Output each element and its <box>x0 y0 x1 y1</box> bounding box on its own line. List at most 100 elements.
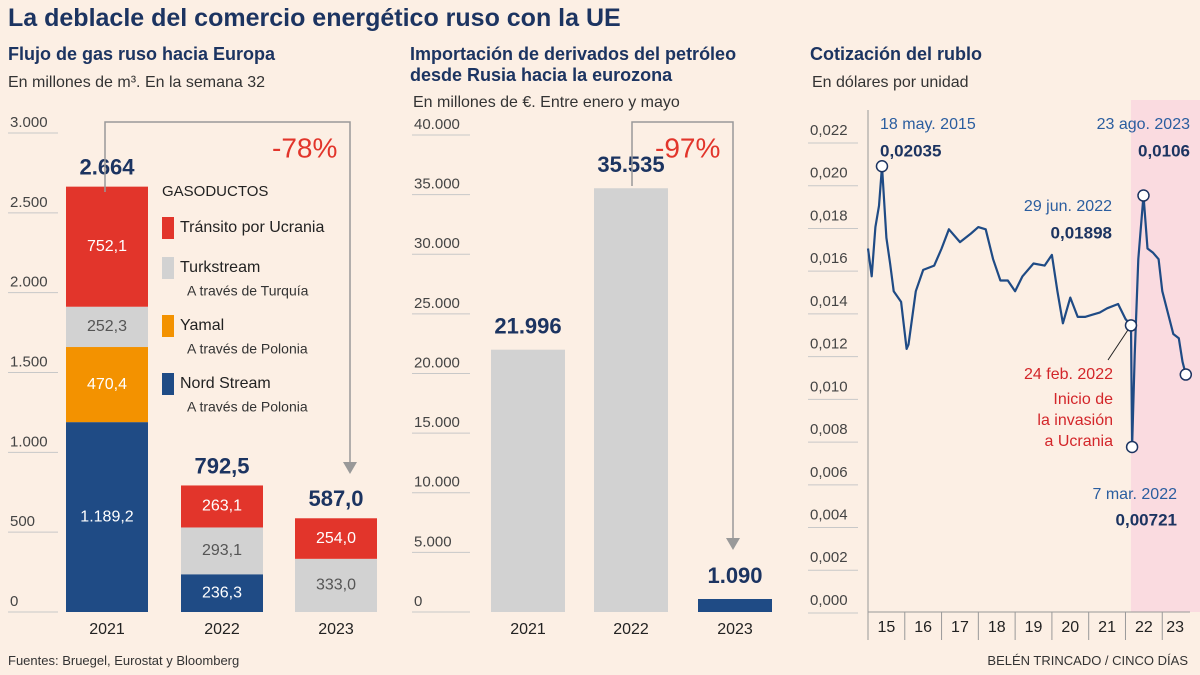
annotation-point <box>1125 440 1139 454</box>
arrow-head <box>343 462 357 474</box>
value-label: 252,3 <box>87 318 127 335</box>
annotation-date: 24 feb. 2022 <box>1024 366 1113 383</box>
bar-segment <box>66 186 148 307</box>
annotation: -78% <box>272 132 337 163</box>
bar-segment <box>181 485 263 528</box>
y-tick-label: 25.000 <box>414 295 460 312</box>
bar <box>491 349 565 612</box>
legend-note: A través de Polonia <box>187 399 308 415</box>
source: Fuentes: Bruegel, Eurostat y Bloomberg <box>8 653 240 668</box>
legend-title: GASODUCTOS <box>162 183 268 200</box>
legend-label: Tránsito por Ucrania <box>180 219 324 236</box>
total-label: 587,0 <box>308 486 363 511</box>
annotation: -97% <box>655 132 720 163</box>
bar-segment <box>295 558 377 612</box>
value-label: 1.189,2 <box>80 508 133 525</box>
y-tick-label: 0,002 <box>810 549 848 566</box>
y-tick-label: 0,008 <box>810 421 848 438</box>
y-tick-label: 500 <box>10 513 35 530</box>
total-label: 792,5 <box>194 453 249 478</box>
annotation-value: 0,0106 <box>1138 141 1190 160</box>
y-tick-label: 1.000 <box>10 433 48 450</box>
legend-label: Nord Stream <box>180 375 271 392</box>
value-label: 1.090 <box>707 563 762 588</box>
legend-swatch <box>162 373 174 395</box>
annotation-date: 7 mar. 2022 <box>1093 486 1178 503</box>
y-tick-label: 0,014 <box>810 293 848 310</box>
line <box>866 165 1187 449</box>
x-tick-label: 2022 <box>613 621 649 638</box>
legend-label: Turkstream <box>180 259 260 276</box>
annotation-text: a Ucrania <box>1045 433 1114 450</box>
annotation-value: 0,02035 <box>880 141 941 160</box>
value-label: 21.996 <box>494 314 561 339</box>
x-tick-label: 2022 <box>204 621 240 638</box>
value-label: 293,1 <box>202 542 242 559</box>
y-tick-label: 0,000 <box>810 592 848 609</box>
value-label: 470,4 <box>87 376 127 393</box>
bar-segment <box>66 347 148 423</box>
arrow-head <box>726 538 740 550</box>
y-tick-label: 2.000 <box>10 274 48 291</box>
y-tick-label: 0 <box>10 593 18 610</box>
value-label: 752,1 <box>87 238 127 255</box>
legend-label: Yamal <box>180 317 224 334</box>
y-tick-label: 0,022 <box>810 122 848 139</box>
title: La deblacle del comercio energético ruso… <box>8 4 621 32</box>
y-tick-label: 0,006 <box>810 464 848 481</box>
y-tick-label: 0,010 <box>810 378 848 395</box>
panel-subtitle: En millones de €. Entre enero y mayo <box>413 94 680 111</box>
x-tick-label: 21 <box>1098 619 1116 636</box>
highlight-band <box>1130 100 1200 612</box>
value-label: 35.535 <box>597 152 664 177</box>
y-tick-label: 40.000 <box>414 116 460 133</box>
legend-note: A través de Polonia <box>187 341 308 357</box>
leader-line <box>1107 325 1132 361</box>
bar <box>594 188 668 613</box>
y-tick-label: 0,004 <box>810 507 848 524</box>
bar-segment <box>66 422 148 612</box>
annotation-point <box>1124 319 1138 332</box>
x-tick-label: 2023 <box>318 621 354 638</box>
arrow <box>631 121 734 538</box>
y-tick-label: 30.000 <box>414 235 460 252</box>
annotation-value: 0,01898 <box>1051 223 1112 242</box>
legend-swatch <box>162 217 174 239</box>
y-tick-label: 5.000 <box>414 533 452 550</box>
y-tick-label: 0,020 <box>810 165 848 182</box>
y-tick-label: 20.000 <box>414 354 460 371</box>
bar-segment <box>181 574 263 612</box>
annotation-date: 18 may. 2015 <box>880 116 976 133</box>
x-tick-label: 18 <box>988 619 1006 636</box>
credit: BELÉN TRINCADO / CINCO DÍAS <box>987 653 1188 668</box>
y-tick-label: 0 <box>414 593 422 610</box>
x-tick-label: 15 <box>877 619 895 636</box>
y-tick-label: 1.500 <box>10 353 48 370</box>
x-tick-label: 20 <box>1061 619 1079 636</box>
y-tick-label: 0,012 <box>810 336 848 353</box>
total-label: 2.664 <box>79 154 135 179</box>
annotation-point <box>1179 368 1193 381</box>
x-tick-label: 2023 <box>717 621 753 638</box>
x-tick-label: 2021 <box>89 621 125 638</box>
x-tick-label: 22 <box>1135 619 1153 636</box>
arrow <box>104 121 351 462</box>
value-label: 263,1 <box>202 498 242 515</box>
x-tick-label: 23 <box>1166 619 1184 636</box>
bar-segment <box>295 518 377 559</box>
annotation-point <box>1137 189 1150 202</box>
y-tick-label: 3.000 <box>10 114 48 131</box>
x-tick-label: 17 <box>951 619 969 636</box>
annotation-text: Inicio de <box>1053 391 1113 408</box>
panel-subtitle: En millones de m³. En la semana 32 <box>8 74 266 91</box>
bar <box>698 599 772 612</box>
annotation-value: 0,00721 <box>1116 510 1177 529</box>
bar-segment <box>66 306 148 348</box>
annotation-date: 23 ago. 2023 <box>1097 116 1191 133</box>
legend-swatch <box>162 257 174 279</box>
legend-swatch <box>162 315 174 337</box>
y-tick-label: 10.000 <box>414 474 460 491</box>
y-tick-label: 0,018 <box>810 207 848 224</box>
